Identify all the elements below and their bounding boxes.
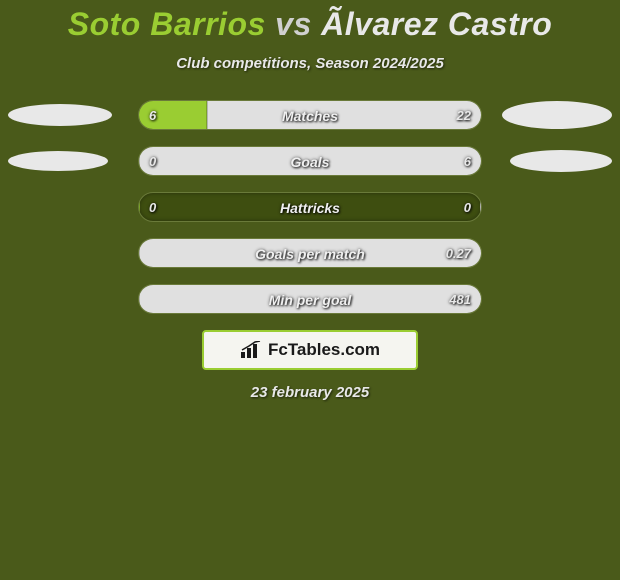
player1-oval [8, 104, 112, 126]
stat-bar: 00Hattricks [138, 192, 482, 222]
player2-oval [502, 101, 612, 129]
player2-name: Ãlvarez Castro [321, 6, 552, 42]
logo-text: FcTables.com [268, 340, 380, 360]
stat-label: Min per goal [139, 285, 481, 314]
stat-bar: 06Goals [138, 146, 482, 176]
stat-bar: 622Matches [138, 100, 482, 130]
stat-label: Goals [139, 147, 481, 176]
stat-row: 06Goals [0, 146, 620, 176]
site-logo[interactable]: FcTables.com [202, 330, 418, 370]
chart-icon [240, 341, 262, 359]
stat-row: 622Matches [0, 100, 620, 130]
stat-bar: 481Min per goal [138, 284, 482, 314]
stat-label: Hattricks [139, 193, 481, 222]
stat-row: 481Min per goal [0, 284, 620, 314]
stat-label: Matches [139, 101, 481, 130]
player1-oval [8, 151, 108, 171]
date-text: 23 february 2025 [0, 384, 620, 401]
player1-name: Soto Barrios [68, 6, 266, 42]
vs-text: vs [275, 6, 312, 42]
stats-area: 622Matches 06Goals 00Hattricks 0.27Goals pe… [0, 100, 620, 314]
player2-oval [510, 150, 612, 172]
comparison-widget: Soto Barrios vs Ãlvarez Castro Club comp… [0, 0, 620, 401]
subtitle: Club competitions, Season 2024/2025 [0, 55, 620, 72]
stat-row: 0.27Goals per match [0, 238, 620, 268]
stat-label: Goals per match [139, 239, 481, 268]
page-title: Soto Barrios vs Ãlvarez Castro [0, 6, 620, 43]
stat-bar: 0.27Goals per match [138, 238, 482, 268]
stat-row: 00Hattricks [0, 192, 620, 222]
